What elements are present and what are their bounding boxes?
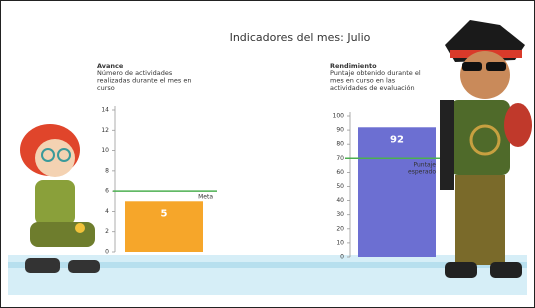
y-tick-label: 2 bbox=[105, 228, 109, 235]
bar-value-label: 92 bbox=[390, 134, 404, 145]
bar bbox=[358, 127, 436, 257]
page-title: Indicadores del mes: Julio bbox=[230, 31, 371, 44]
y-tick-label: 50 bbox=[336, 183, 344, 190]
goal-label: Meta bbox=[198, 194, 213, 201]
y-tick-label: 80 bbox=[336, 141, 344, 148]
y-tick-label: 10 bbox=[101, 147, 109, 154]
y-tick-label: 10 bbox=[336, 239, 344, 246]
y-tick-label: 30 bbox=[336, 211, 344, 218]
y-tick-label: 6 bbox=[105, 188, 109, 195]
y-tick-label: 100 bbox=[333, 113, 345, 120]
bar-value-label: 5 bbox=[161, 208, 168, 219]
screen: Indicadores del mes: Julio AvanceNúmero … bbox=[0, 0, 535, 308]
y-tick-label: 0 bbox=[105, 249, 109, 256]
y-tick-label: 8 bbox=[105, 167, 109, 174]
y-tick-label: 20 bbox=[336, 225, 344, 232]
y-tick-label: 70 bbox=[336, 155, 344, 162]
y-tick-label: 60 bbox=[336, 169, 344, 176]
y-tick-label: 0 bbox=[340, 254, 344, 261]
y-tick-label: 90 bbox=[336, 127, 344, 134]
y-tick-label: 4 bbox=[105, 208, 109, 215]
y-tick-label: 40 bbox=[336, 197, 344, 204]
y-tick-label: 12 bbox=[101, 127, 109, 134]
y-tick-label: 14 bbox=[101, 107, 109, 114]
